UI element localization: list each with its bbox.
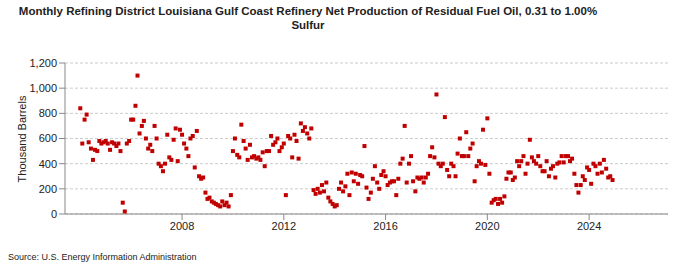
html-text:Source: U.S. Energy Informatio: Source: U.S. Energy Information Administ… (8, 252, 197, 262)
svg-text:2020: 2020 (475, 220, 499, 232)
svg-text:400: 400 (39, 158, 57, 170)
svg-text:1,000: 1,000 (29, 82, 57, 94)
svg-text:600: 600 (39, 132, 57, 144)
svg-text:2024: 2024 (577, 220, 601, 232)
html-text:Thousand Barrels: Thousand Barrels (16, 95, 28, 183)
svg-text:2016: 2016 (373, 220, 397, 232)
svg-text:800: 800 (39, 107, 57, 119)
svg-text:200: 200 (39, 183, 57, 195)
svg-text:2008: 2008 (170, 220, 194, 232)
html-text:Monthly Refining District Loui: Monthly Refining District Louisiana Gulf… (18, 5, 598, 31)
svg-text:0: 0 (51, 208, 57, 220)
svg-text:2012: 2012 (272, 220, 296, 232)
svg-text:1,200: 1,200 (29, 57, 57, 69)
